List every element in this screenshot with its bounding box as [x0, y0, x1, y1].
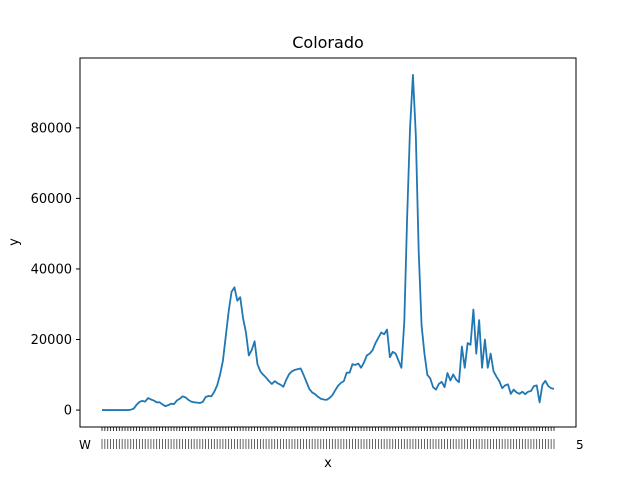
- y-tick-label: 40000: [31, 262, 72, 277]
- y-tick-label: 80000: [31, 121, 72, 136]
- y-tick-label: 20000: [31, 333, 72, 348]
- series-line: [102, 74, 555, 411]
- y-axis-ticks: 0 20000 40000 60000 80000: [31, 121, 80, 419]
- y-axis-label: y: [7, 238, 22, 246]
- plot-frame: [79, 57, 577, 428]
- y-tick-label: 60000: [31, 192, 72, 207]
- x-tick-label-band: [101, 439, 555, 449]
- y-tick-label: 0: [64, 404, 72, 419]
- x-tick-label-first: W: [79, 438, 91, 452]
- x-tick-label-last: 5: [576, 438, 584, 452]
- chart-title: Colorado: [292, 33, 364, 52]
- x-axis-label: x: [324, 456, 332, 471]
